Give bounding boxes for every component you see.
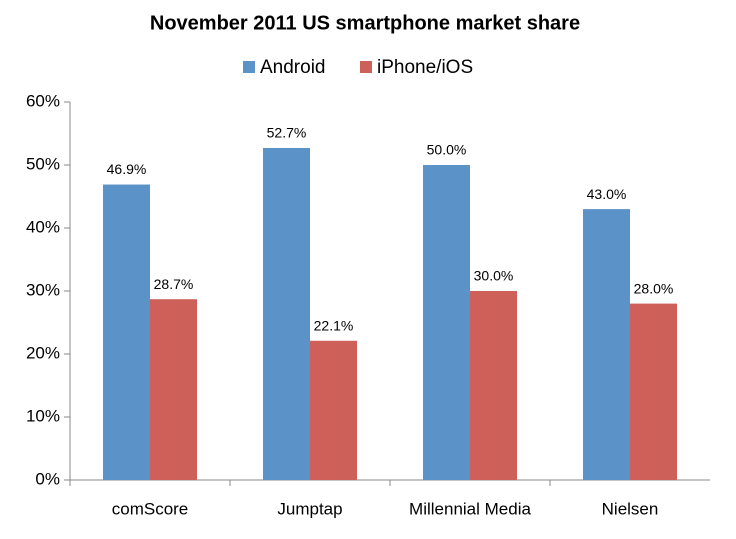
y-tick-label: 0% bbox=[35, 469, 60, 488]
value-label: 52.7% bbox=[267, 125, 307, 141]
value-label: 28.7% bbox=[154, 276, 194, 292]
bar bbox=[263, 147, 310, 481]
x-tick-label: comScore bbox=[112, 499, 189, 518]
value-label: 50.0% bbox=[427, 142, 467, 158]
legend-swatch bbox=[360, 61, 372, 73]
chart-title: November 2011 US smartphone market share bbox=[150, 12, 580, 34]
x-tick-label: Jumptap bbox=[277, 499, 342, 518]
value-label: 43.0% bbox=[587, 186, 627, 202]
bar bbox=[103, 184, 150, 480]
value-label: 28.0% bbox=[634, 280, 674, 296]
bar bbox=[150, 299, 197, 480]
value-label: 30.0% bbox=[474, 268, 514, 284]
bar bbox=[583, 209, 630, 480]
y-tick-label: 50% bbox=[26, 154, 60, 173]
bar bbox=[470, 291, 517, 480]
bar bbox=[630, 303, 677, 480]
x-tick-label: Nielsen bbox=[602, 499, 659, 518]
bar bbox=[310, 340, 357, 480]
y-tick-label: 60% bbox=[26, 91, 60, 110]
y-tick-label: 20% bbox=[26, 343, 60, 362]
x-tick-label: Millennial Media bbox=[409, 499, 531, 518]
value-label: 46.9% bbox=[107, 161, 147, 177]
legend-swatch bbox=[243, 61, 255, 73]
y-tick-label: 10% bbox=[26, 406, 60, 425]
value-label: 22.1% bbox=[314, 317, 354, 333]
bar bbox=[423, 165, 470, 480]
y-tick-label: 30% bbox=[26, 280, 60, 299]
legend-label: iPhone/iOS bbox=[377, 57, 473, 78]
y-tick-label: 40% bbox=[26, 217, 60, 236]
legend-label: Android bbox=[260, 57, 326, 78]
